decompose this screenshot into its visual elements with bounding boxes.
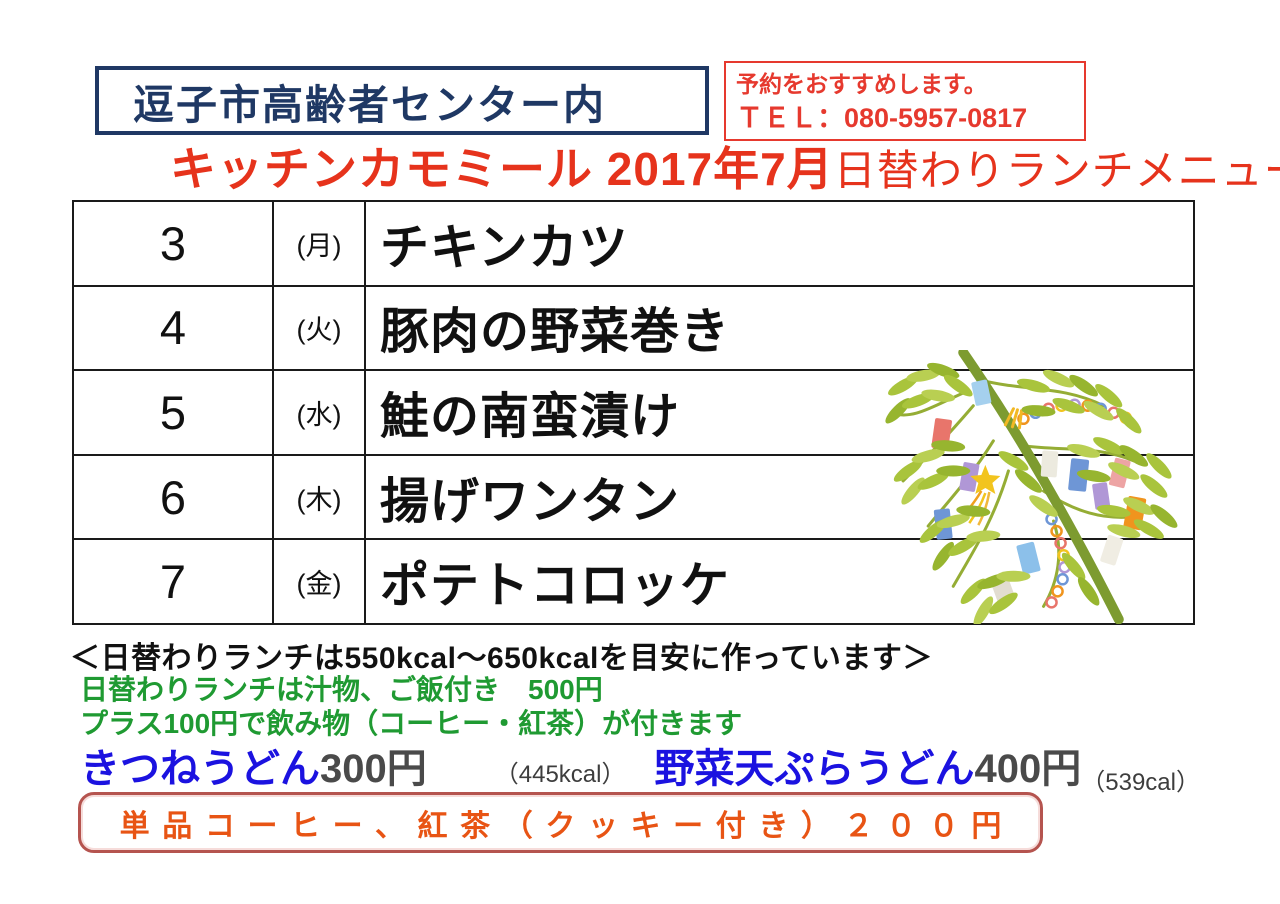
day-of-week: (水): [272, 369, 366, 456]
table-row: 4 (火) 豚肉の野菜巻き: [72, 284, 1195, 372]
table-row: 3 (月) チキンカツ: [72, 200, 1195, 287]
dish-name: チキンカツ: [364, 200, 1195, 287]
weekly-menu-table: 3 (月) チキンカツ 4 (火) 豚肉の野菜巻き 5 (水) 鮭の南蛮漬け 6…: [72, 200, 1195, 625]
dish-name: 揚げワンタン: [364, 453, 1195, 541]
single-item-price-box: 単品コーヒー、紅茶（クッキー付き）２００円: [78, 792, 1043, 853]
udon-item-kcal: （539cal）: [1081, 769, 1200, 796]
udon-item-price: 300円: [320, 747, 427, 791]
day-number: 6: [72, 453, 274, 541]
day-of-week: (金): [272, 538, 366, 625]
reservation-note: 予約をおすすめします。: [736, 71, 987, 97]
dish-name: 鮭の南蛮漬け: [364, 369, 1195, 456]
single-item-price-label: 単品コーヒー、紅茶（クッキー付き）２００円: [119, 809, 1014, 843]
facility-name-box: 逗子市高齢者センター内: [95, 66, 709, 135]
dish-name: ポテトコロッケ: [364, 538, 1195, 625]
day-of-week: (木): [272, 453, 366, 541]
day-number: 7: [72, 538, 274, 625]
lunch-price-note: 日替わりランチは汁物、ご飯付き 500円: [80, 674, 603, 705]
dish-name: 豚肉の野菜巻き: [364, 284, 1195, 372]
table-row: 7 (金) ポテトコロッケ: [72, 538, 1195, 625]
page-title-shop-month: キッチンカモミール 2017年7月: [170, 143, 834, 195]
day-number: 3: [72, 200, 274, 287]
day-number: 4: [72, 284, 274, 372]
udon-item-name: 野菜天ぷらうどん: [654, 747, 975, 791]
day-of-week: (火): [272, 284, 366, 372]
table-row: 5 (水) 鮭の南蛮漬け: [72, 369, 1195, 456]
udon-menu-line: きつねうどん 300円 （445kcal） 野菜天ぷらうどん 400円 （539ca…: [80, 736, 1200, 796]
udon-item-name: きつねうどん: [80, 747, 320, 791]
page-title: キッチンカモミール 2017年7月日替わりランチメニュー: [170, 144, 1280, 206]
day-of-week: (月): [272, 200, 366, 287]
day-number: 5: [72, 369, 274, 456]
page-title-suffix: 日替わりランチメニュー: [833, 147, 1280, 194]
udon-item-kcal: （445kcal）: [494, 761, 626, 788]
phone-number: ＴＥＬ：080-5957-0817: [736, 103, 1028, 133]
drink-option-note: プラス100円で飲み物（コーヒー・紅茶）が付きます: [80, 708, 743, 739]
reservation-info-box: 予約をおすすめします。 ＴＥＬ：080-5957-0817: [724, 61, 1086, 141]
facility-name-label: 逗子市高齢者センター内: [133, 81, 606, 128]
udon-item-price: 400円: [974, 747, 1082, 791]
table-row: 6 (木) 揚げワンタン: [72, 453, 1195, 541]
kcal-guideline-note: ＜日替わりランチは550kcal～650kcalを目安に作っています＞: [70, 642, 933, 675]
